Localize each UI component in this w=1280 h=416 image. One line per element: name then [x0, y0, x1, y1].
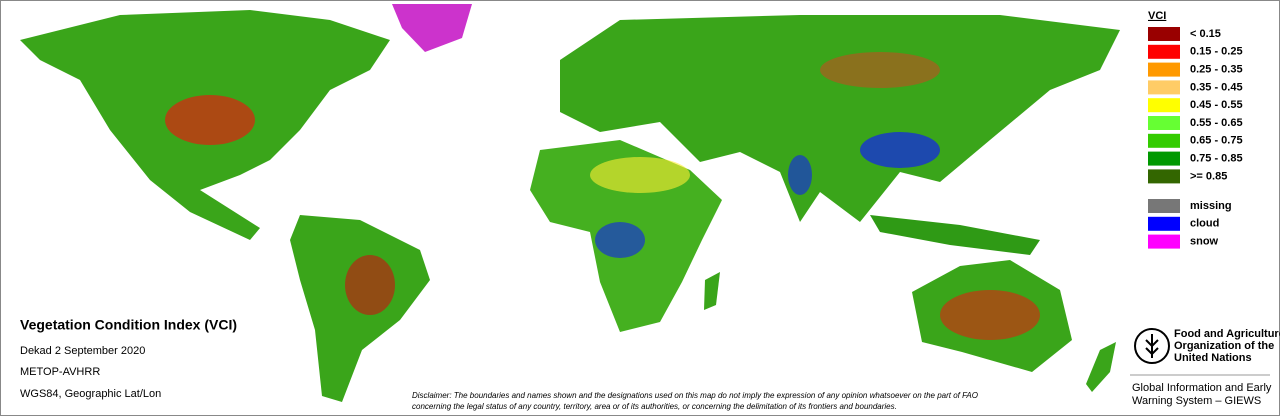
- legend-swatch: [1148, 169, 1180, 184]
- new-zealand: [1086, 342, 1116, 392]
- info-line: Dekad 2 September 2020: [20, 345, 145, 357]
- info-line: METOP-AVHRR: [20, 366, 100, 378]
- eurasia: [560, 15, 1120, 222]
- madagascar: [704, 272, 720, 310]
- legend-swatch: [1148, 80, 1180, 95]
- legend-swatch: [1148, 234, 1180, 249]
- legend-label: missing: [1190, 200, 1232, 212]
- legend-label: snow: [1190, 236, 1219, 248]
- org-name: United Nations: [1174, 352, 1252, 364]
- dry-area: [165, 95, 255, 145]
- moderate-area: [590, 157, 690, 193]
- cloud-area: [788, 155, 812, 195]
- map-title: Vegetation Condition Index (VCI): [20, 317, 237, 333]
- dry-area: [940, 290, 1040, 340]
- legend-swatch: [1148, 116, 1180, 130]
- legend-label: 0.75 - 0.85: [1190, 153, 1243, 165]
- dry-area: [820, 52, 940, 88]
- indonesia: [870, 215, 1040, 255]
- dry-area: [345, 255, 395, 315]
- disclaimer: concerning the legal status of any count…: [412, 402, 897, 411]
- legend: < 0.15 0.15 - 0.25 0.25 - 0.35 0.35 - 0.45 0…: [1148, 27, 1243, 249]
- legend-label: >= 0.85: [1190, 170, 1227, 182]
- legend-label: cloud: [1190, 218, 1219, 230]
- greenland: [392, 4, 472, 52]
- legend-label: 0.25 - 0.35: [1190, 64, 1243, 76]
- legend-label: 0.35 - 0.45: [1190, 81, 1243, 93]
- legend-swatch: [1148, 151, 1180, 166]
- org-name: Organization of the: [1174, 340, 1274, 352]
- disclaimer: Disclaimer: The boundaries and names sho…: [412, 391, 978, 400]
- fao-logo: [1134, 328, 1170, 364]
- org-unit: Global Information and Early: [1132, 382, 1272, 394]
- info-line: WGS84, Geographic Lat/Lon: [20, 388, 161, 400]
- legend-swatch: [1148, 27, 1180, 41]
- org-unit: Warning System – GIEWS: [1132, 395, 1261, 407]
- org-name: Food and Agriculture: [1174, 328, 1280, 340]
- cloud-area: [860, 132, 940, 168]
- legend-label: 0.55 - 0.65: [1190, 117, 1243, 129]
- legend-label: < 0.15: [1190, 28, 1221, 40]
- cloud-area: [595, 222, 645, 258]
- legend-title: VCI: [1148, 10, 1166, 22]
- legend-swatch: [1148, 98, 1180, 113]
- legend-swatch: [1148, 62, 1180, 77]
- legend-label: 0.45 - 0.55: [1190, 99, 1243, 111]
- legend-label: 0.15 - 0.25: [1190, 46, 1243, 58]
- world-map: [20, 4, 1120, 402]
- legend-swatch: [1148, 44, 1180, 59]
- legend-swatch: [1148, 133, 1180, 148]
- legend-swatch: [1148, 216, 1180, 231]
- legend-swatch: [1148, 199, 1180, 213]
- legend-label: 0.65 - 0.75: [1190, 135, 1243, 147]
